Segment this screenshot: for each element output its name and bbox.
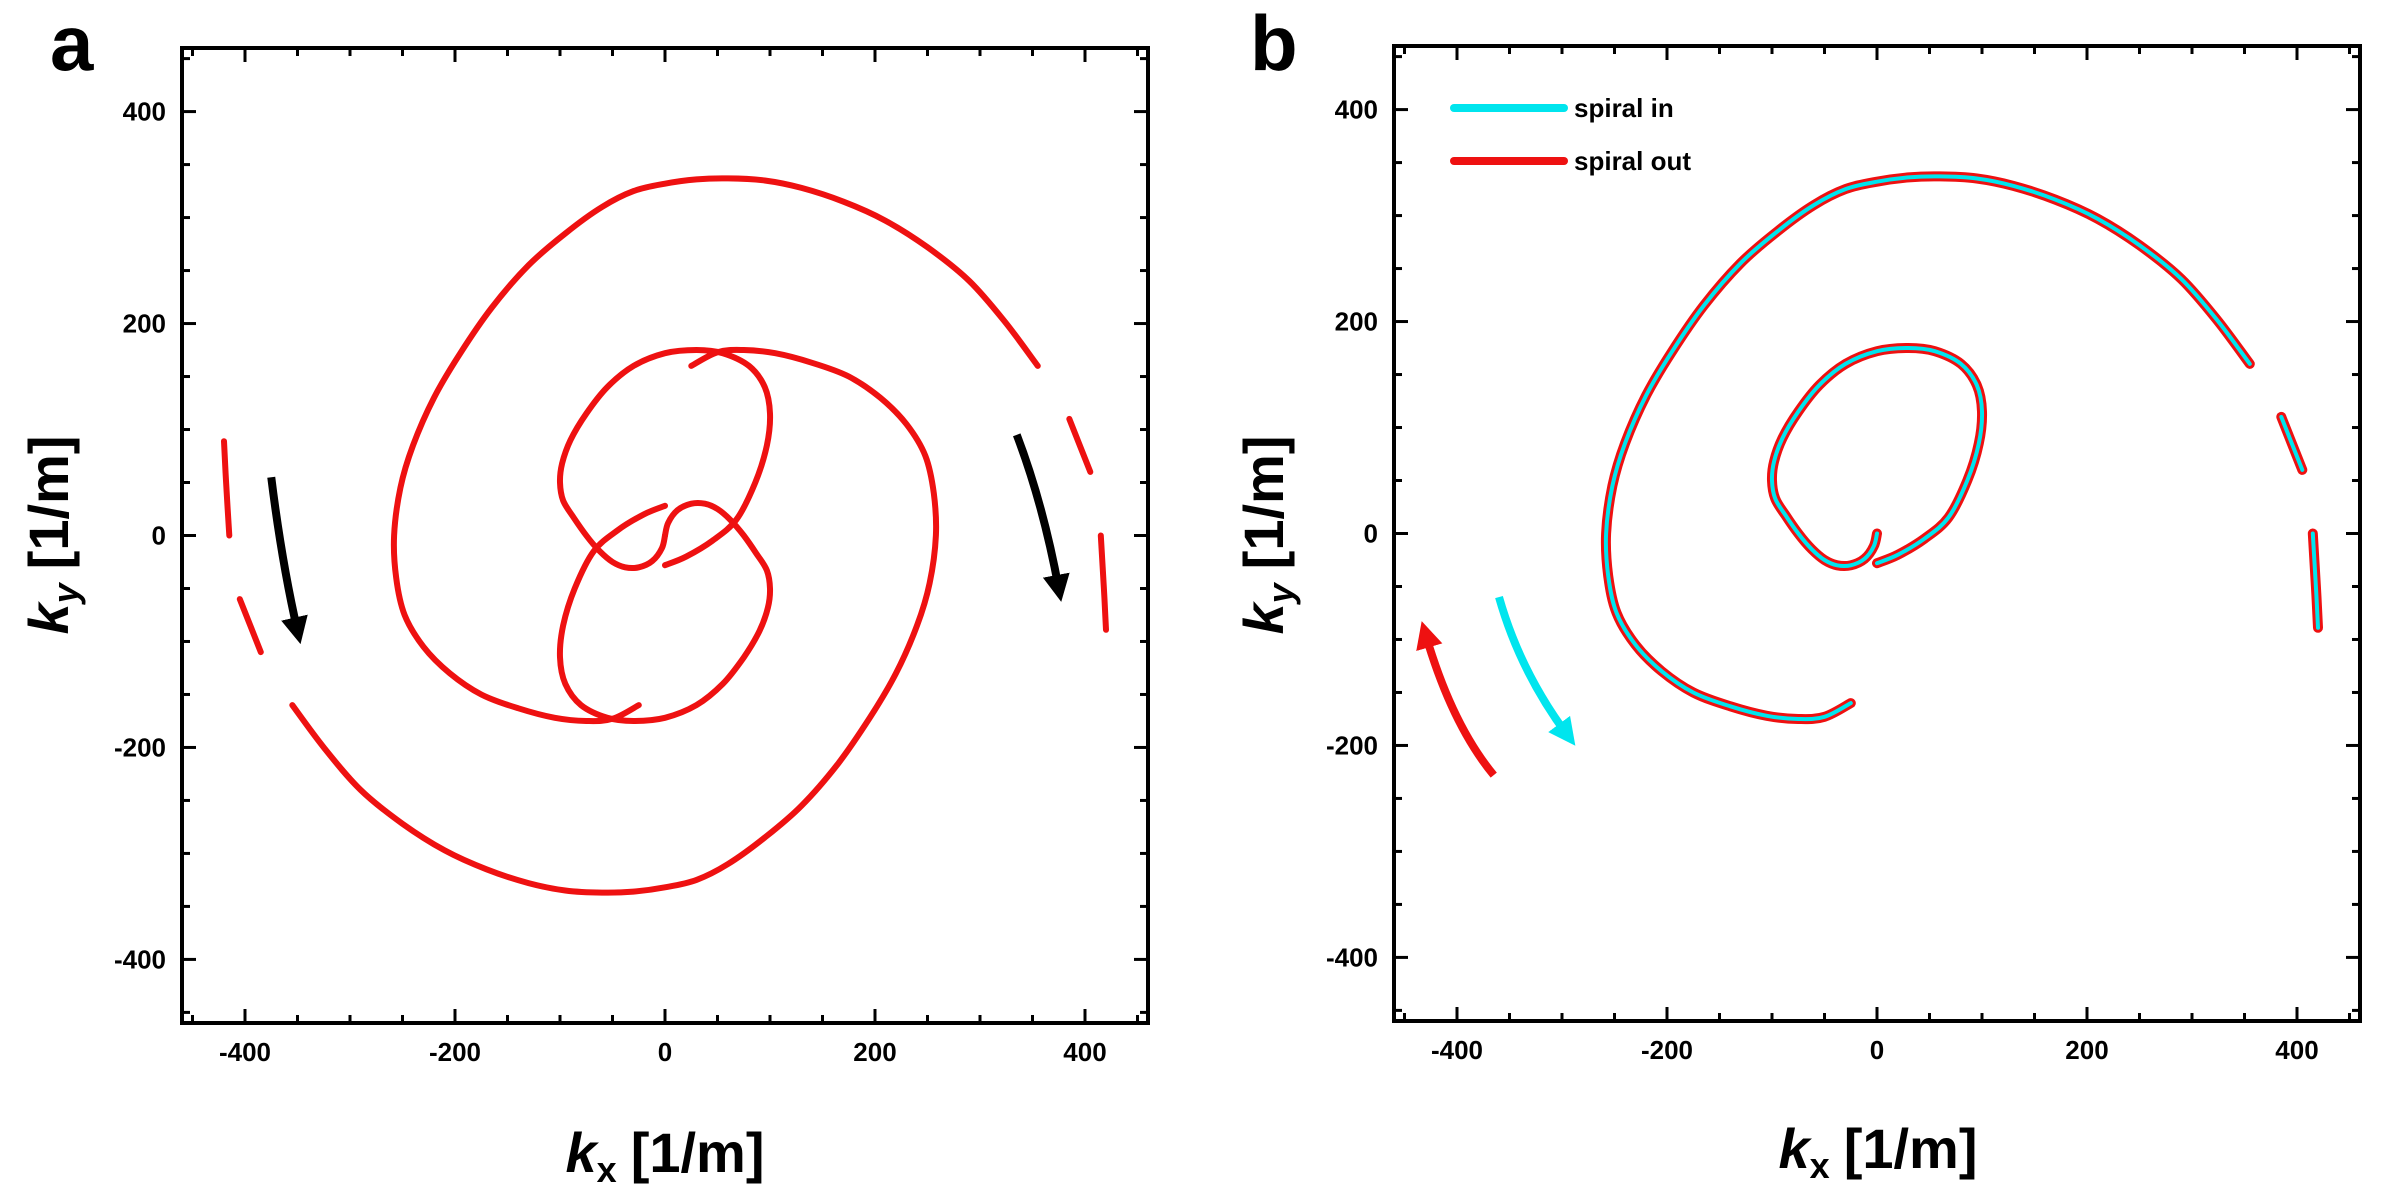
- x-tick-label: -200: [1641, 1035, 1693, 1065]
- y-axis-label-a: ky[1/m]: [17, 436, 86, 635]
- y-tick-label: 400: [123, 97, 166, 127]
- legend-label: spiral out: [1574, 146, 1691, 176]
- arrows-b: [1416, 595, 1576, 778]
- series-line-spiral-in: [2279, 414, 2305, 472]
- series-line-spiral-in: [2310, 531, 2320, 630]
- x-tick-label: 400: [2275, 1035, 2318, 1065]
- y-axis-label-b: ky[1/m]: [1232, 436, 1301, 635]
- direction-arrow: [1013, 433, 1070, 602]
- y-tick-label: -200: [114, 732, 166, 762]
- y-tick-label: 200: [1335, 307, 1378, 337]
- legend-label: spiral in: [1574, 93, 1674, 123]
- x-tick-label: -400: [1431, 1035, 1483, 1065]
- panel-a: a -400 -200 0 200 400 -400 -200 0 200 400 kx [1/m…: [17, 0, 1150, 1190]
- ticks-a: [182, 48, 1148, 1023]
- panel-label-a: a: [50, 0, 94, 87]
- x-axis-label-a: kx [1/m]: [566, 1121, 765, 1190]
- direction-arrow: [1495, 595, 1576, 746]
- x-tick-labels-a: -400 -200 0 200 400: [219, 1037, 1107, 1067]
- y-tick-labels-a: -400 -200 0 200 400: [114, 97, 166, 975]
- x-tick-label: 0: [1870, 1035, 1884, 1065]
- y-tick-label: 0: [152, 521, 166, 551]
- series-line-spiral-arm-1-: [236, 596, 264, 656]
- y-tick-labels-b: -400 -200 0 200 400: [1326, 95, 1378, 973]
- y-tick-label: -200: [1326, 730, 1378, 760]
- y-tick-label: 400: [1335, 95, 1378, 125]
- direction-arrow: [267, 476, 308, 645]
- x-tick-labels-b: -400 -200 0 200 400: [1431, 1035, 2319, 1065]
- x-tick-label: -200: [429, 1037, 481, 1067]
- series-line-spiral-arm-1-: [556, 499, 774, 724]
- series-line-spiral-in: [1769, 346, 1985, 569]
- series-line-spiral-arm-2-: [556, 347, 774, 572]
- y-tick-label: -400: [1326, 942, 1378, 972]
- direction-arrow: [1416, 621, 1497, 778]
- x-tick-label: 0: [658, 1037, 672, 1067]
- series-line-spiral-arm-2-: [1066, 415, 1094, 475]
- panel-label-b: b: [1250, 0, 1298, 87]
- series-line-spiral-arm-1-: [289, 346, 940, 896]
- series-line-spiral-arm-2-: [1097, 532, 1109, 633]
- x-tick-label: -400: [219, 1037, 271, 1067]
- series-line-spiral-arm-2-: [390, 175, 1041, 725]
- y-tick-label: -400: [114, 944, 166, 974]
- arrows-a: [267, 433, 1070, 645]
- x-axis-label-b: kx [1/m]: [1779, 1117, 1978, 1186]
- panel-b: b -400 -200 0 200 400 -400 -200 0 200 400 spiral…: [1232, 0, 2362, 1186]
- x-tick-label: 200: [2065, 1035, 2108, 1065]
- x-tick-label: 200: [853, 1037, 896, 1067]
- series-line-spiral-arm-1-: [221, 438, 233, 539]
- series-group-a: [221, 175, 1109, 896]
- ticks-b: [1394, 46, 2360, 1021]
- series-line-spiral-in: [1603, 174, 2252, 722]
- x-tick-label: 400: [1063, 1037, 1106, 1067]
- y-tick-label: 0: [1364, 519, 1378, 549]
- y-tick-label: 200: [123, 309, 166, 339]
- series-group-b: [1600, 171, 2323, 725]
- legend-b: spiral in spiral out: [1450, 93, 1691, 176]
